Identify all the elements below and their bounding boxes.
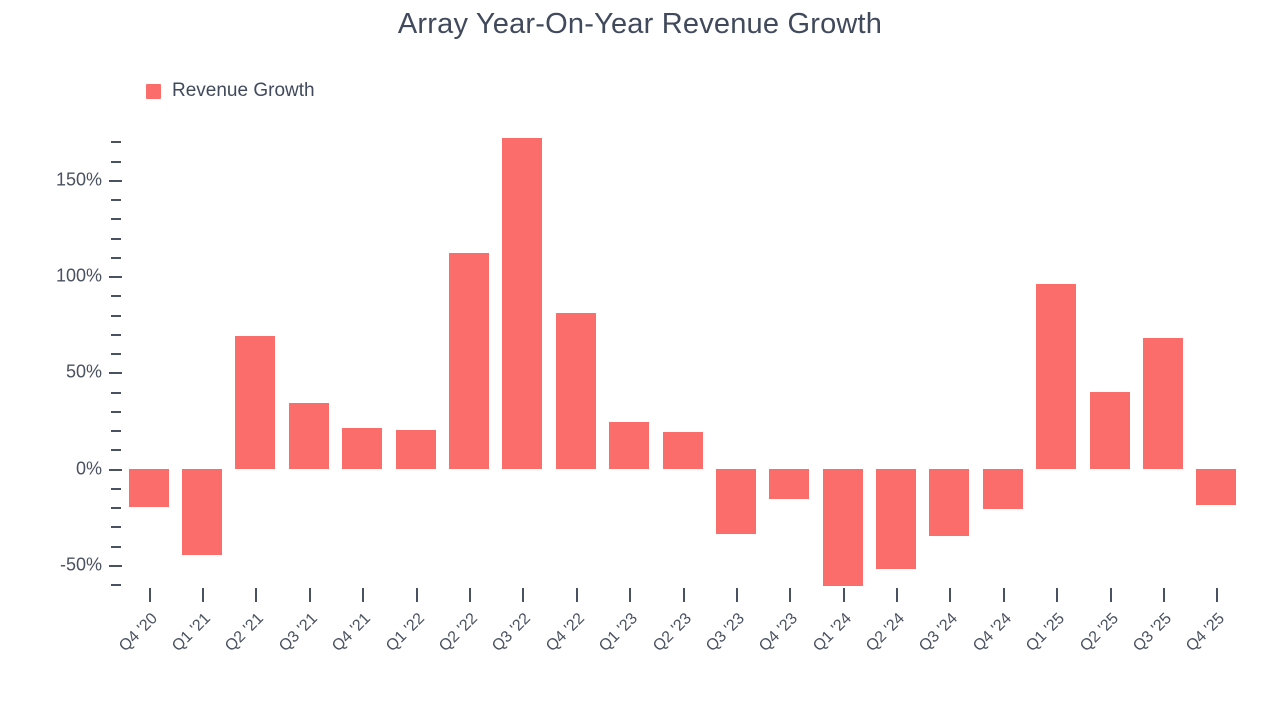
y-axis-tick-label: 100% <box>55 265 102 286</box>
bar <box>182 468 223 556</box>
x-axis-tick-label: Q1 '25 <box>1023 610 1069 656</box>
bar <box>662 432 703 469</box>
bar <box>1142 337 1183 469</box>
y-axis-major-tick <box>109 179 122 182</box>
x-axis-tick <box>949 588 952 602</box>
y-axis-major-tick <box>109 276 122 279</box>
bar <box>342 428 383 469</box>
y-axis-minor-tick <box>111 487 121 490</box>
bar <box>929 468 970 537</box>
legend-label-revenue-growth: Revenue Growth <box>172 80 315 101</box>
legend-swatch-revenue-growth <box>146 83 161 99</box>
x-axis-tick <box>1002 588 1005 602</box>
x-axis-tick-label: Q4 '25 <box>1183 610 1229 656</box>
y-axis-minor-tick <box>111 237 121 240</box>
bar <box>448 253 489 469</box>
x-axis-tick <box>255 588 258 602</box>
x-axis-tick-label: Q1 '23 <box>596 610 642 656</box>
y-axis-minor-tick <box>111 449 121 452</box>
y-axis-minor-tick <box>111 295 121 298</box>
x-axis-tick <box>735 588 738 602</box>
bar <box>128 468 169 508</box>
y-axis-minor-tick <box>111 584 121 587</box>
x-axis-tick <box>575 588 578 602</box>
x-axis-tick <box>629 588 632 602</box>
bar <box>769 468 810 500</box>
chart-title: Array Year-On-Year Revenue Growth <box>397 8 883 40</box>
y-axis-minor-tick <box>111 160 121 163</box>
y-axis-minor-tick <box>111 141 121 144</box>
y-axis-major-tick <box>109 372 122 375</box>
y-axis-minor-tick <box>111 545 121 548</box>
bar <box>1089 391 1130 469</box>
y-axis-tick-label: 150% <box>55 169 102 190</box>
x-axis-tick <box>148 588 151 602</box>
bar <box>555 312 596 469</box>
y-axis-tick-label: -50% <box>59 554 102 575</box>
x-axis-tick <box>1109 588 1112 602</box>
chart-legend: Revenue Growth <box>146 80 315 102</box>
bar <box>288 403 329 469</box>
x-axis-tick <box>842 588 845 602</box>
y-axis-minor-tick <box>111 256 121 259</box>
plot-area <box>122 126 1243 588</box>
bar <box>395 430 436 469</box>
y-axis-minor-tick <box>111 218 121 221</box>
bar <box>609 422 650 469</box>
bar <box>235 335 276 469</box>
y-axis-minor-tick <box>111 199 121 202</box>
x-axis-tick <box>362 588 365 602</box>
x-axis-tick <box>468 588 471 602</box>
x-axis-tick <box>789 588 792 602</box>
y-axis-tick-label: 50% <box>65 361 102 382</box>
x-axis-tick <box>1216 588 1219 602</box>
x-axis-tick <box>415 588 418 602</box>
x-axis-tick <box>202 588 205 602</box>
x-axis-tick <box>522 588 525 602</box>
x-axis-tick <box>1056 588 1059 602</box>
bar <box>822 468 863 587</box>
y-axis-minor-tick <box>111 507 121 510</box>
bar <box>876 468 917 569</box>
x-axis-tick <box>308 588 311 602</box>
y-axis-minor-tick <box>111 333 121 336</box>
x-axis: Q4 '20 Q1 '21 Q2 '21 Q3 '21 Q4 '21 Q1 '22 Q2 '… <box>116 588 1243 718</box>
y-axis-minor-tick <box>111 314 121 317</box>
y-axis-minor-tick <box>111 410 121 413</box>
y-axis-major-tick <box>109 564 122 567</box>
bar <box>1196 468 1237 506</box>
bar <box>1036 283 1077 469</box>
y-axis-minor-tick <box>111 391 121 394</box>
bar <box>982 468 1023 510</box>
x-axis-tick <box>1162 588 1165 602</box>
y-axis-minor-tick <box>111 430 121 433</box>
x-axis-tick <box>682 588 685 602</box>
bar <box>715 468 756 535</box>
y-axis-minor-tick <box>111 526 121 529</box>
y-axis-minor-tick <box>111 353 121 356</box>
y-axis: -50% 0% 50% 100% 150% <box>0 126 122 588</box>
y-axis-major-tick <box>109 468 122 471</box>
x-axis-tick <box>896 588 899 602</box>
bar <box>502 137 543 469</box>
y-axis-tick-label: 0% <box>75 458 102 479</box>
